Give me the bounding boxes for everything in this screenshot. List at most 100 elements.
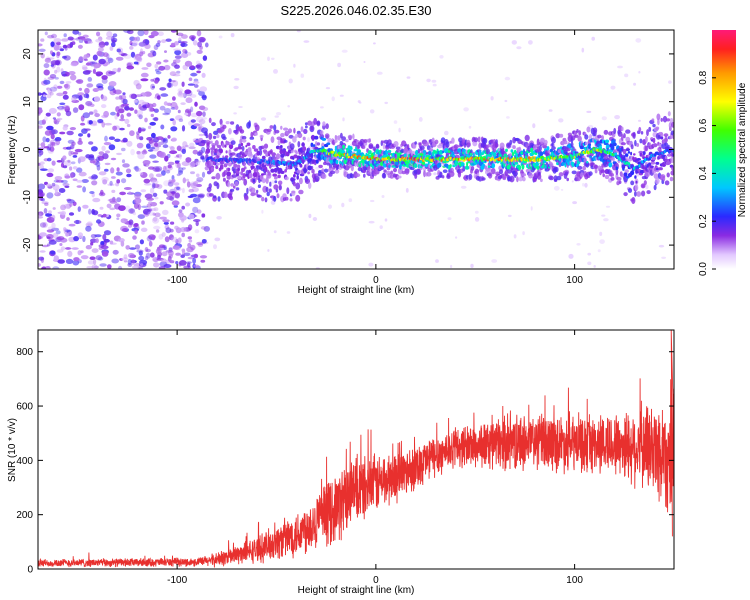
noise-speckle [169,80,176,83]
snr-x-tick-label: 0 [373,575,379,586]
ridge-halo [462,165,466,172]
noise-speckle [218,35,223,39]
noise-speckle [62,155,67,160]
noise-speckle [426,78,431,83]
noise-speckle [171,200,180,206]
noise-speckle [127,30,134,35]
noise-speckle [97,119,104,123]
noise-speckle [70,144,75,150]
noise-speckle [95,238,99,244]
noise-speckle [137,127,142,134]
noise-speckle [39,161,45,165]
noise-speckle [373,42,376,45]
ridge-band [253,167,257,173]
noise-speckle [439,55,444,59]
ridge-halo [588,171,593,176]
ridge-halo [653,184,657,191]
noise-speckle [101,104,107,109]
ridge-band [237,167,241,172]
ridge-halo [600,169,605,174]
ridge-halo [487,172,493,179]
ridge-band [342,144,345,149]
noise-speckle [93,96,101,102]
noise-speckle [85,245,92,250]
noise-speckle [45,137,50,143]
noise-speckle [48,107,57,114]
ridge-halo [310,165,314,170]
ridge-halo [246,187,249,195]
noise-speckle [142,160,151,165]
noise-speckle [87,133,91,138]
noise-speckle [112,33,118,38]
noise-speckle [89,256,96,261]
noise-speckle [198,133,205,137]
noise-speckle [56,112,61,117]
noise-speckle [94,234,102,238]
noise-speckle [511,40,517,45]
ridge-halo [410,166,415,171]
noise-speckle [661,256,666,259]
noise-speckle [151,180,159,184]
noise-speckle [82,112,91,119]
noise-speckle [98,192,106,197]
noise-speckle [56,236,65,241]
ridge-halo [219,160,225,165]
noise-speckle [158,233,164,240]
noise-speckle [98,244,105,248]
noise-speckle [39,250,46,253]
noise-speckle [62,44,68,49]
noise-speckle [72,151,79,155]
ridge-halo [419,145,425,151]
noise-speckle [89,191,95,194]
noise-speckle [185,178,190,182]
snr-y-tick-label: 800 [16,347,33,358]
ridge-halo [262,178,266,183]
noise-speckle [56,92,64,97]
noise-speckle [117,105,124,110]
noise-speckle [88,120,93,125]
ridge-halo [468,173,473,180]
noise-speckle [152,166,160,172]
ridge-halo [385,145,390,150]
ridge-band [267,171,271,176]
noise-speckle [202,157,206,163]
noise-speckle [170,221,175,225]
noise-speckle [151,182,156,189]
noise-speckle [77,92,85,96]
noise-speckle [181,187,185,194]
noise-speckle [52,232,59,239]
ridge-halo [300,126,304,132]
noise-speckle [56,51,61,57]
ridge-band [293,174,296,178]
ridge-halo [471,166,475,171]
noise-speckle [587,252,591,256]
noise-speckle [70,74,77,81]
noise-speckle [171,179,175,184]
noise-speckle [140,92,147,97]
noise-speckle [136,249,144,253]
noise-speckle [103,230,112,236]
noise-speckle [43,146,50,149]
noise-speckle [93,109,98,114]
noise-speckle [59,80,65,85]
noise-speckle [138,266,143,269]
noise-speckle [93,63,98,70]
noise-speckle [528,40,533,45]
noise-speckle [46,157,52,162]
noise-speckle [140,78,149,82]
ridge-halo [414,173,418,179]
ridge-band [518,165,521,171]
ridge-halo [630,180,635,186]
noise-speckle [433,172,437,176]
ridge-halo [273,195,277,202]
ridge-band [241,167,245,172]
spectrogram-marks [38,30,674,269]
noise-speckle [93,175,99,179]
ridge-band [495,150,498,154]
spectrogram-y-axis-label: Frequency (Hz) [7,116,18,185]
ridge-halo [347,134,353,140]
ridge-halo [634,191,637,197]
noise-speckle [203,226,210,232]
ridge-halo [324,133,330,139]
